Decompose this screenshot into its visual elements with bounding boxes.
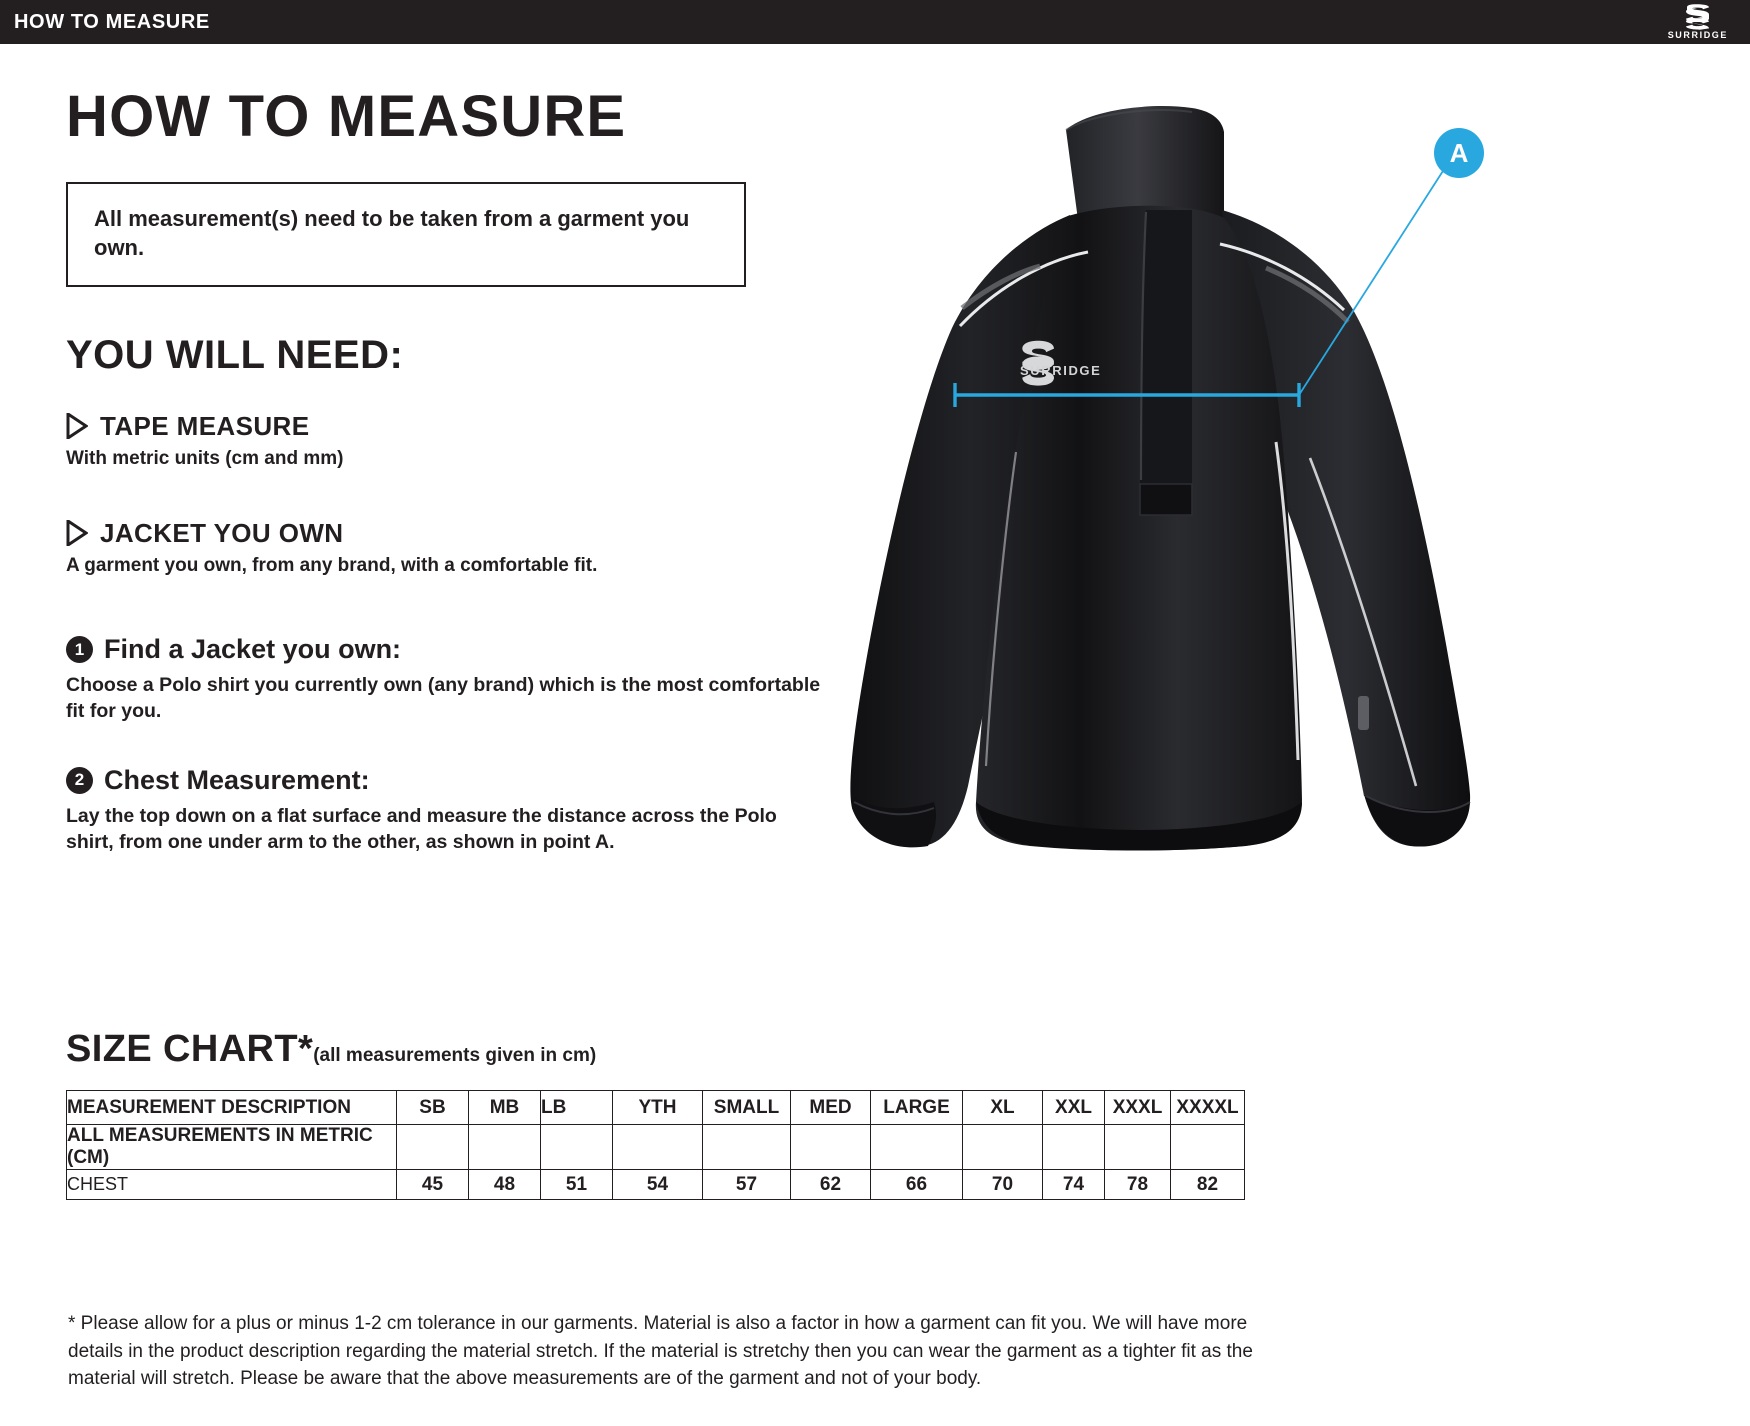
col-header-yth: YTH (612, 1090, 703, 1125)
cell-value: 57 (702, 1169, 791, 1200)
callout-text: All measurement(s) need to be taken from… (94, 206, 690, 261)
cell-value: 54 (612, 1169, 703, 1200)
size-chart-title: SIZE CHART* (66, 1028, 314, 1070)
cell-value: 51 (540, 1169, 613, 1200)
jacket-right-sleeve (1222, 210, 1471, 847)
cell-value (540, 1124, 613, 1170)
step-title: Chest Measurement: (104, 764, 370, 795)
col-header-xxxxl: XXXXL (1170, 1090, 1245, 1125)
measure-point-a-badge: A (1434, 128, 1484, 178)
col-header-small: SMALL (702, 1090, 791, 1125)
surridge-s-logo-icon (1685, 4, 1709, 30)
piping-left-shoulder (958, 250, 1089, 328)
cell-value: 48 (468, 1169, 541, 1200)
jacket-right-cuff (1362, 786, 1470, 847)
col-header-xl: XL (962, 1090, 1043, 1125)
need-item-tape-measure: TAPE MEASURE With metric units (cm and m… (66, 410, 866, 471)
you-will-need-title: YOU WILL NEED: (66, 332, 404, 377)
cell-value (1042, 1124, 1105, 1170)
size-chart-table: MEASUREMENT DESCRIPTION SB MB LB YTH SMA… (66, 1090, 1245, 1200)
piping-body-left (984, 451, 1018, 767)
need-item-sub: With metric units (cm and mm) (66, 447, 344, 469)
cell-value (870, 1124, 963, 1170)
jacket-hem (976, 802, 1302, 851)
cell-value: 70 (962, 1169, 1043, 1200)
cell-value (702, 1124, 791, 1170)
col-header-lb: LB (540, 1090, 613, 1125)
cell-value (612, 1124, 703, 1170)
topbar: HOW TO MEASURE SURRIDGE (0, 0, 1750, 44)
step-1: 1 Find a Jacket you own: Choose a Polo s… (66, 636, 866, 725)
size-chart-section: SIZE CHART* (all measurements given in c… (66, 1028, 1245, 1200)
need-item-title: TAPE MEASURE (100, 410, 310, 441)
jacket-zip-placket (1140, 210, 1192, 515)
measure-line-a (953, 159, 1451, 407)
reflective-tab (1358, 696, 1369, 730)
col-header-xxl: XXL (1042, 1090, 1105, 1125)
jacket-body (975, 205, 1302, 851)
need-item-sub: A garment you own, from any brand, with … (66, 555, 598, 577)
brand-logo: SURRIDGE (1668, 4, 1750, 40)
jacket-left-cuff (852, 796, 936, 848)
step-body: Lay the top down on a flat surface and m… (66, 804, 777, 853)
garment-illustration: SURRIDGE (840, 60, 1540, 940)
jacket-collar (1066, 106, 1224, 220)
left-column: HOW TO MEASURE All measurement(s) need t… (66, 88, 866, 856)
col-header-description: MEASUREMENT DESCRIPTION (66, 1090, 397, 1125)
jacket-placket-pocket (1139, 483, 1193, 516)
cell-value: 45 (396, 1169, 469, 1200)
brand-name: SURRIDGE (1667, 30, 1728, 40)
col-header-med: MED (790, 1090, 871, 1125)
col-header-sb: SB (396, 1090, 469, 1125)
cell-value (1170, 1124, 1245, 1170)
step-title: Find a Jacket you own: (104, 634, 402, 664)
svg-text:SURRIDGE: SURRIDGE (1020, 363, 1101, 378)
row-label: CHEST (66, 1169, 397, 1200)
table-header-row: MEASUREMENT DESCRIPTION SB MB LB YTH SMA… (66, 1090, 1245, 1125)
topbar-title: HOW TO MEASURE (14, 11, 210, 33)
triangle-bullet-icon (66, 412, 88, 439)
callout-box: All measurement(s) need to be taken from… (66, 182, 746, 287)
jacket-left-sleeve (850, 215, 1070, 847)
triangle-bullet-icon (66, 520, 88, 547)
cell-value: 78 (1104, 1169, 1171, 1200)
piping-body-right (1274, 441, 1300, 761)
cell-value (1104, 1124, 1171, 1170)
col-header-xxxl: XXXL (1104, 1090, 1171, 1125)
accent-left-shoulder (960, 263, 1041, 310)
jacket-svg: SURRIDGE (850, 106, 1471, 851)
cell-value (468, 1124, 541, 1170)
page-title: HOW TO MEASURE (66, 84, 627, 149)
row-label: ALL MEASUREMENTS IN METRIC (CM) (66, 1124, 397, 1170)
piping-right-sleeve (1308, 457, 1418, 787)
cell-value (962, 1124, 1043, 1170)
cell-value (396, 1124, 469, 1170)
table-row: CHEST 45 48 51 54 57 62 66 70 74 78 82 (66, 1169, 1245, 1200)
steps-list: 1 Find a Jacket you own: Choose a Polo s… (66, 636, 866, 856)
need-item-title: JACKET YOU OWN (100, 518, 344, 549)
step-number-badge: 1 (66, 636, 93, 663)
cell-value: 74 (1042, 1169, 1105, 1200)
piping-right-shoulder (1219, 242, 1346, 312)
surridge-logo-icon: SURRIDGE (1020, 340, 1101, 386)
step-number-badge: 2 (66, 766, 93, 794)
col-header-large: LARGE (870, 1090, 963, 1125)
footnote-text: * Please allow for a plus or minus 1-2 c… (68, 1313, 1253, 1390)
size-chart-note: (all measurements given in cm) (313, 1045, 597, 1066)
accent-right-shoulder (1265, 265, 1350, 324)
cell-value (790, 1124, 871, 1170)
table-row: ALL MEASUREMENTS IN METRIC (CM) (66, 1124, 1245, 1170)
cell-value: 66 (870, 1169, 963, 1200)
step-2: 2 Chest Measurement: Lay the top down on… (66, 764, 866, 856)
need-item-jacket-you-own: JACKET YOU OWN A garment you own, from a… (66, 520, 866, 578)
cell-value: 82 (1170, 1169, 1245, 1200)
cell-value: 62 (790, 1169, 871, 1200)
step-body: Choose a Polo shirt you currently own (a… (66, 674, 821, 722)
col-header-mb: MB (468, 1090, 541, 1125)
